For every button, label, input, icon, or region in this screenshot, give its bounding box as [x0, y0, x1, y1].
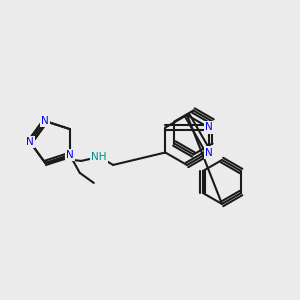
Text: N: N [205, 122, 212, 133]
Text: N: N [41, 116, 49, 126]
Text: N: N [205, 148, 212, 158]
Text: N: N [26, 137, 34, 147]
Text: NH: NH [92, 152, 107, 162]
Text: N: N [66, 150, 74, 160]
